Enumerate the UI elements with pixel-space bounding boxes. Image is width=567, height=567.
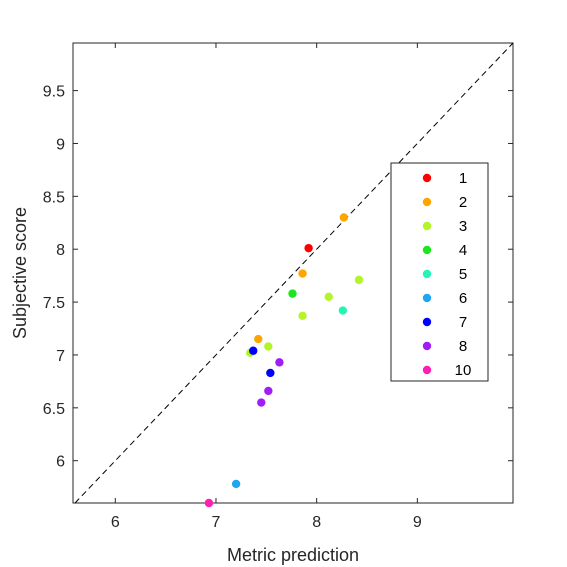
- x-tick-label: 7: [212, 514, 221, 531]
- data-point-series-2: [254, 334, 263, 344]
- data-point-series-10: [204, 498, 214, 508]
- data-point-series-2: [298, 269, 307, 278]
- y-tick-label: 7.5: [43, 295, 65, 312]
- data-point-series-7: [249, 346, 258, 355]
- data-point-series-8: [275, 358, 284, 367]
- data-point-series-5: [338, 306, 348, 315]
- data-point-series-8: [264, 386, 273, 396]
- legend-label-1: 1: [459, 170, 467, 187]
- tick-labels: 6 7 8 9 6 6.5 7 7.5 8 8.5 9 9.5: [43, 43, 513, 531]
- y-tick-label: 9: [56, 136, 65, 153]
- data-point-series-4: [288, 289, 297, 298]
- x-tick-label: 9: [413, 514, 422, 531]
- legend-label-10: 10: [455, 362, 472, 379]
- legend-marker-7: [422, 317, 432, 327]
- legend-label-5: 5: [459, 266, 467, 283]
- identity-line: [74, 42, 514, 504]
- legend-label-4: 4: [459, 242, 467, 259]
- data-point-series-3: [324, 292, 333, 301]
- y-axis-title: Subjective score: [10, 207, 30, 339]
- data-point-series-7: [266, 368, 275, 378]
- x-tick-label: 6: [111, 514, 120, 531]
- legend-label-7: 7: [459, 314, 467, 331]
- legend-label-6: 6: [459, 290, 467, 307]
- y-tick-label: 7: [56, 348, 65, 365]
- legend-marker-10: [422, 365, 432, 375]
- y-tick-label: 9.5: [43, 84, 65, 101]
- legend-label-2: 2: [459, 194, 467, 211]
- data-point-series-1: [304, 243, 313, 253]
- data-point-series-3: [264, 342, 273, 351]
- legend-marker-6: [422, 293, 432, 303]
- legend: 1 2 3 4 5 6 7 8 10: [390, 162, 489, 382]
- legend-marker-2: [422, 197, 432, 207]
- data-point-series-6: [231, 479, 241, 489]
- x-axis-title: Metric prediction: [227, 545, 359, 565]
- legend-marker-1: [422, 173, 432, 183]
- legend-marker-4: [422, 245, 432, 255]
- data-point-series-3: [354, 275, 364, 285]
- legend-label-8: 8: [459, 338, 467, 355]
- x-tick-label: 8: [312, 514, 321, 531]
- legend-marker-8: [422, 341, 432, 351]
- data-point-series-3: [298, 311, 307, 321]
- legend-marker-5: [422, 269, 432, 279]
- legend-marker-3: [422, 221, 432, 231]
- y-tick-label: 6: [56, 454, 65, 471]
- y-tick-label: 6.5: [43, 401, 65, 418]
- legend-box: [390, 162, 489, 382]
- data-point-series-2: [339, 213, 349, 222]
- legend-label-3: 3: [459, 218, 467, 235]
- y-tick-label: 8: [56, 242, 65, 259]
- y-tick-label: 8.5: [43, 189, 65, 206]
- data-point-series-8: [257, 398, 266, 407]
